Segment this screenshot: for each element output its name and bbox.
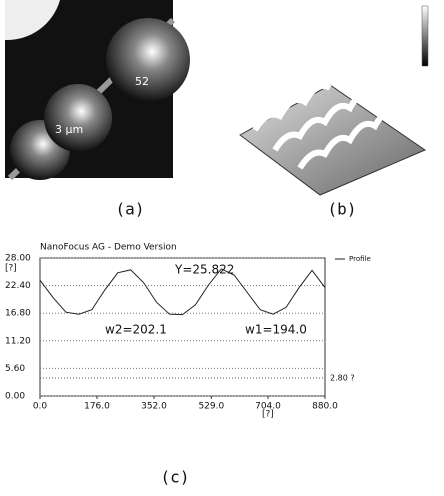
annotation: w2=202.1 — [105, 323, 167, 337]
x-tick-label: 352.0 — [141, 402, 167, 412]
y-tick-label: 16.80 — [5, 309, 31, 319]
chart: NanoFocus AG - Demo Version 0.00 5.60 11.20… — [5, 243, 371, 420]
profile-line — [39, 268, 326, 316]
x-tick-label: 176.0 — [84, 402, 110, 412]
annotation: w1=194.0 — [245, 323, 307, 337]
caption: (a) — [116, 200, 145, 219]
caption: (c) — [161, 468, 190, 487]
legend-label: Profile — [349, 255, 371, 263]
panel-b-image — [239, 5, 429, 196]
annotation: 2.80 ? — [330, 374, 355, 383]
scale-label: 3 μm — [55, 123, 83, 136]
panel-a-image: 3 μm 52 — [5, 0, 190, 181]
x-tick-label: 529.0 — [198, 402, 224, 412]
x-tick-label: 0.0 — [33, 402, 48, 412]
y-tick-label: 28.00 — [5, 254, 31, 264]
x-tick-label: 704.0 — [255, 402, 281, 412]
chart-title: NanoFocus AG - Demo Version — [40, 243, 177, 253]
caption: (b) — [328, 200, 357, 219]
y-tick-label: 5.60 — [5, 364, 25, 374]
y-tick-label: 22.40 — [5, 281, 31, 291]
y-tick-label: 11.20 — [5, 336, 31, 346]
x-tick-label: 880.0 — [312, 402, 338, 412]
annotation: Y=25.822 — [174, 263, 234, 277]
plot-frame — [39, 257, 326, 397]
scale-label: 52 — [135, 75, 149, 88]
y-axis-label: [?] — [5, 264, 17, 274]
y-tick-label: 0.00 — [5, 392, 25, 402]
x-axis-label: [?] — [262, 410, 274, 420]
